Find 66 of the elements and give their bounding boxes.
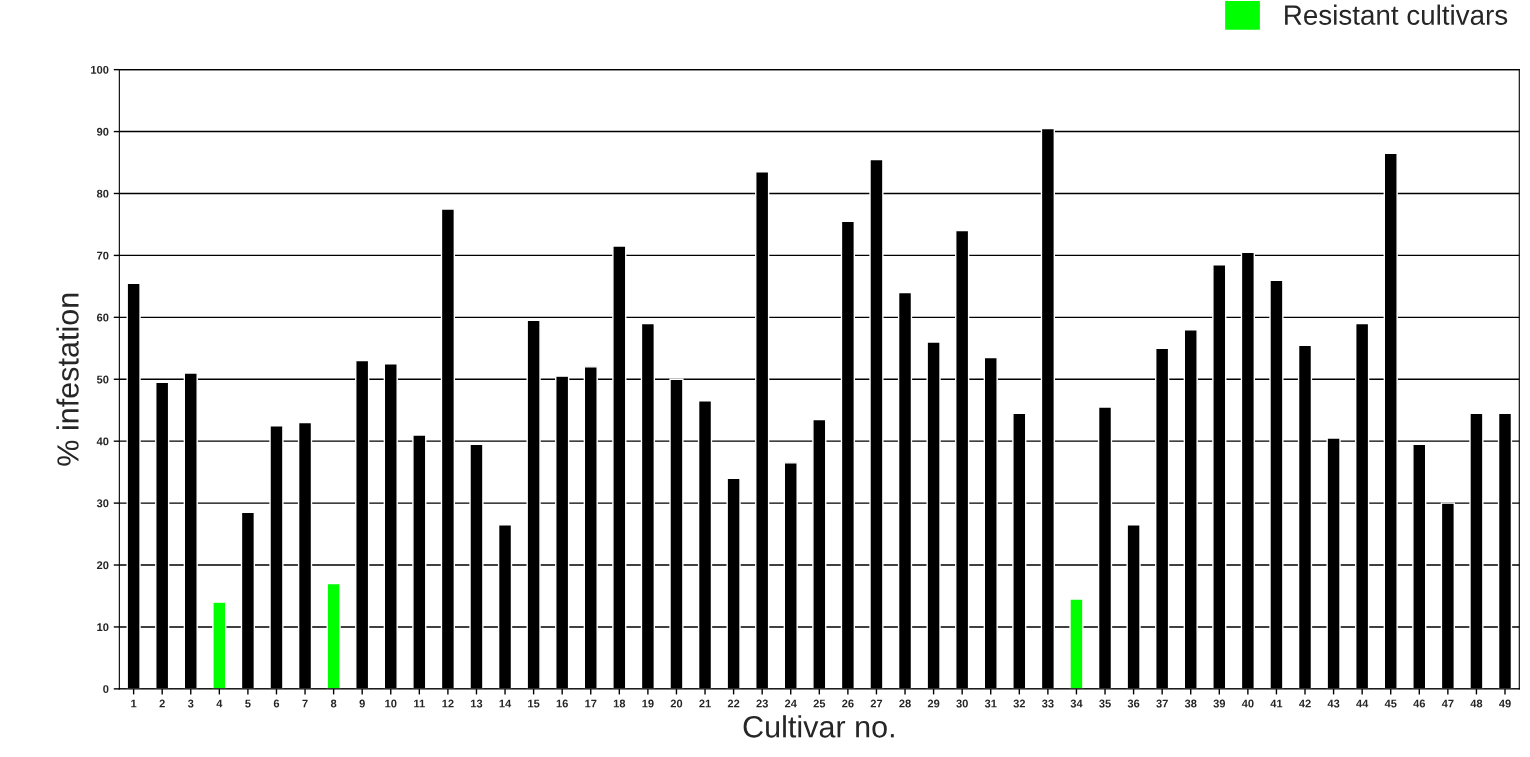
legend-label: Resistant cultivars	[1285, 4, 1508, 25]
x-tick-label: 49	[1498, 699, 1511, 708]
x-tick-label: 9	[359, 699, 365, 708]
x-tick-label: 13	[470, 699, 483, 708]
x-tick-label: 10	[385, 699, 397, 708]
y-tick-label: 50	[96, 375, 109, 384]
y-tick-label: 20	[96, 561, 109, 570]
x-tick-label: 41	[1270, 699, 1283, 708]
x-tick-label: 39	[1213, 699, 1226, 708]
x-tick-label: 35	[1099, 699, 1111, 708]
x-tick-label: 46	[1413, 699, 1426, 708]
y-tick-label: 80	[96, 189, 109, 198]
x-tick-label: 42	[1299, 699, 1311, 708]
x-tick-label: 15	[528, 699, 540, 708]
x-tick-label: 26	[842, 699, 854, 708]
y-tick-label: 40	[96, 437, 109, 446]
y-axis-title: % infestation	[56, 293, 79, 466]
x-axis-title: Cultivar no.	[743, 715, 894, 738]
x-tick-label: 2	[159, 699, 165, 708]
x-tick-label: 5	[245, 699, 251, 708]
x-tick-label: 33	[1041, 699, 1054, 708]
x-tick-label: 23	[756, 699, 768, 708]
x-tick-label: 7	[302, 699, 308, 708]
bar	[326, 582, 341, 689]
x-tick-label: 6	[273, 699, 280, 708]
bar	[212, 601, 227, 689]
x-tick-label: 29	[927, 699, 940, 708]
x-tick-label: 31	[984, 699, 997, 708]
x-tick-label: 11	[414, 699, 425, 708]
y-tick-label: 60	[96, 313, 109, 322]
x-tick-label: 28	[899, 699, 911, 708]
x-tick-label: 43	[1327, 699, 1340, 708]
y-tick-label: 10	[97, 623, 109, 632]
x-tick-label: 37	[1156, 699, 1168, 708]
x-tick-label: 47	[1441, 699, 1454, 708]
y-tick-label: 30	[96, 499, 109, 508]
x-tick-label: 21	[699, 699, 711, 708]
x-tick-label: 17	[585, 699, 597, 708]
x-tick-label: 8	[330, 699, 337, 708]
x-tick-label: 38	[1184, 699, 1197, 708]
y-tick-label: 70	[97, 251, 109, 260]
y-tick-label: 100	[91, 65, 109, 74]
x-tick-label: 1	[131, 699, 137, 708]
x-tick-label: 18	[613, 699, 626, 708]
x-tick-label: 45	[1384, 699, 1397, 708]
x-tick-label: 3	[187, 699, 194, 708]
x-tick-label: 34	[1070, 699, 1083, 708]
y-tick-label: 90	[96, 127, 109, 136]
x-tick-label: 14	[499, 699, 512, 708]
bar	[1069, 598, 1084, 689]
x-tick-label: 30	[956, 699, 968, 708]
x-tick-label: 20	[670, 699, 683, 708]
x-tick-label: 40	[1241, 699, 1254, 708]
x-tick-label: 25	[813, 699, 826, 708]
x-tick-label: 24	[784, 699, 797, 708]
x-tick-label: 32	[1013, 699, 1026, 708]
x-tick-label: 44	[1356, 699, 1369, 708]
x-tick-label: 36	[1127, 699, 1140, 708]
x-tick-label: 27	[870, 699, 883, 708]
x-tick-label: 22	[727, 699, 740, 708]
x-tick-label: 48	[1470, 699, 1483, 708]
x-tick-label: 19	[642, 699, 654, 708]
x-tick-label: 4	[216, 699, 223, 708]
x-tick-label: 12	[442, 699, 454, 708]
x-tick-label: 16	[556, 699, 568, 708]
y-tick-label: 0	[103, 685, 109, 694]
